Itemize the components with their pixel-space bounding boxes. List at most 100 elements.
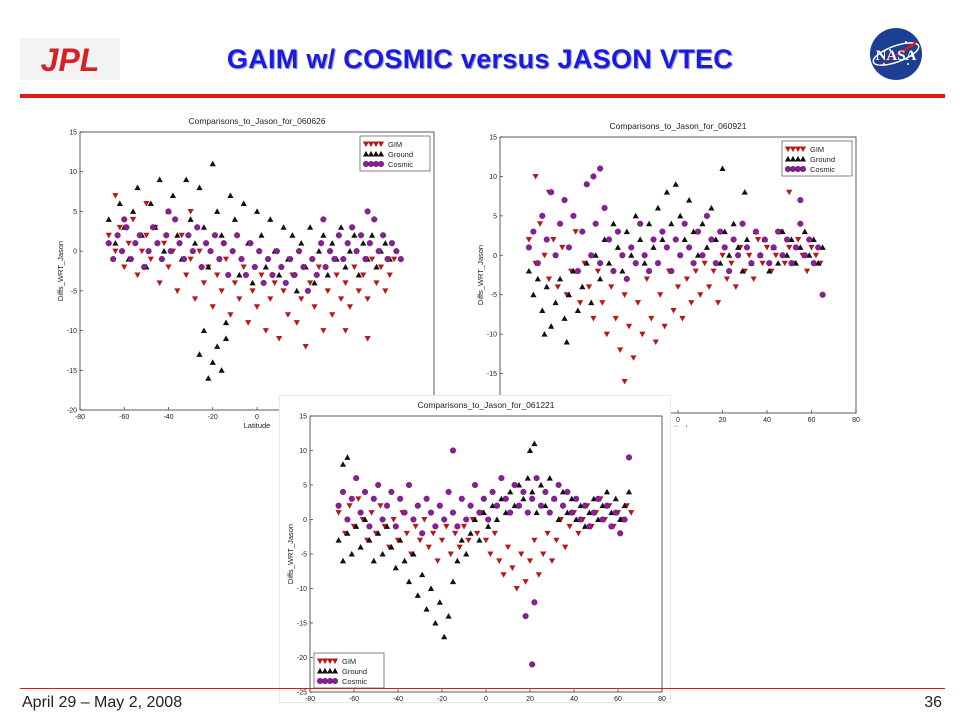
data-point-ground: [351, 232, 358, 238]
data-point-cosmic: [561, 197, 568, 204]
data-point-gim: [786, 244, 793, 251]
data-point-gim: [639, 331, 646, 338]
data-point-gim: [795, 237, 802, 243]
data-point-cosmic: [601, 204, 608, 212]
data-point-ground: [355, 271, 362, 278]
data-point-cosmic: [158, 256, 165, 263]
data-point-ground: [222, 319, 230, 326]
data-point-gim: [214, 272, 221, 279]
data-point-cosmic: [366, 240, 373, 247]
data-point-ground: [191, 240, 199, 246]
data-point-gim: [545, 276, 553, 283]
data-point-ground: [524, 475, 531, 481]
legend-marker-gim: [377, 141, 385, 148]
data-point-ground: [493, 516, 501, 522]
data-point-gim: [262, 328, 269, 334]
data-point-cosmic: [570, 212, 577, 219]
data-point-ground: [454, 557, 461, 564]
data-point-cosmic: [265, 256, 272, 263]
y-tick-label: 5: [303, 483, 307, 490]
data-point-gim: [438, 537, 446, 544]
x-tick-label: -20: [208, 414, 218, 421]
legend-marker-gim: [316, 658, 324, 665]
data-point-gim: [661, 323, 668, 330]
data-point-ground: [775, 260, 782, 266]
data-point-gim: [572, 229, 579, 235]
data-point-ground: [726, 252, 733, 258]
data-point-gim: [421, 517, 428, 523]
data-point-ground: [730, 220, 737, 227]
data-point-gim: [548, 558, 556, 564]
data-point-cosmic: [220, 240, 227, 247]
x-tick-label: 60: [614, 696, 622, 702]
data-point-ground: [436, 599, 443, 605]
data-point-cosmic: [646, 268, 653, 275]
data-point-cosmic: [577, 516, 584, 523]
data-point-ground: [779, 228, 786, 235]
data-point-ground: [231, 216, 238, 222]
data-point-cosmic: [621, 516, 628, 523]
legend-label: GIM: [388, 140, 402, 149]
data-point-cosmic: [141, 263, 148, 271]
data-point-cosmic: [388, 488, 395, 495]
data-point-ground: [541, 331, 548, 337]
data-point-gim: [258, 272, 265, 279]
data-point-gim: [249, 288, 256, 294]
scatter-chart-061221: Comparisons_to_Jason_for_061221 -80 -60 -40…: [286, 400, 666, 702]
data-point-cosmic: [690, 260, 697, 267]
data-point-cosmic: [502, 495, 509, 502]
data-point-gim: [191, 296, 199, 302]
data-point-ground: [561, 315, 568, 321]
data-point-cosmic: [110, 256, 117, 263]
data-point-cosmic: [405, 481, 413, 489]
data-point-ground: [339, 557, 347, 564]
data-point-ground: [405, 578, 413, 585]
data-point-cosmic: [783, 236, 791, 243]
data-point-ground: [134, 184, 141, 191]
data-point-cosmic: [581, 502, 589, 509]
data-point-ground: [344, 530, 351, 536]
data-point-ground: [449, 578, 457, 585]
data-point-cosmic: [393, 248, 400, 255]
data-point-cosmic: [300, 263, 307, 271]
data-point-gim: [674, 284, 682, 290]
data-point-gim: [280, 288, 287, 294]
legend-marker-ground: [784, 155, 792, 162]
data-point-ground: [307, 224, 314, 230]
data-points: [525, 165, 826, 385]
data-point-cosmic: [573, 495, 580, 502]
data-point-gim: [298, 296, 305, 302]
data-point-gim: [621, 292, 628, 298]
data-point-ground: [112, 240, 119, 246]
data-point-cosmic: [637, 220, 644, 227]
data-point-cosmic: [105, 240, 112, 247]
data-point-ground: [548, 323, 555, 329]
data-point-ground: [147, 200, 154, 206]
x-tick-label: -60: [119, 414, 129, 421]
data-point-gim: [487, 551, 494, 558]
data-point-gim: [276, 336, 283, 342]
data-point-gim: [293, 320, 300, 326]
data-point-cosmic: [379, 516, 386, 523]
data-point-ground: [525, 267, 533, 274]
legend-marker-ground: [372, 150, 380, 157]
data-point-gim: [701, 260, 708, 267]
data-point-gim: [535, 572, 542, 578]
data-point-gim: [612, 315, 619, 322]
y-tick-label: 5: [493, 213, 497, 220]
data-point-gim: [125, 240, 132, 247]
nasa-logo-text: NASA: [876, 48, 917, 64]
x-tick-label: -40: [393, 696, 403, 702]
data-point-ground: [289, 232, 296, 238]
data-point-gim: [143, 232, 150, 239]
data-point-gim: [335, 510, 342, 516]
data-point-cosmic: [568, 509, 575, 516]
data-point-gim: [670, 308, 677, 314]
data-point-gim: [346, 304, 354, 310]
y-tick-label: -5: [301, 552, 307, 559]
data-point-ground: [276, 271, 283, 278]
y-axis-label: Diffs_WRT_Jason: [476, 245, 485, 305]
data-point-ground: [485, 523, 492, 529]
y-tick-label: 15: [489, 135, 497, 142]
